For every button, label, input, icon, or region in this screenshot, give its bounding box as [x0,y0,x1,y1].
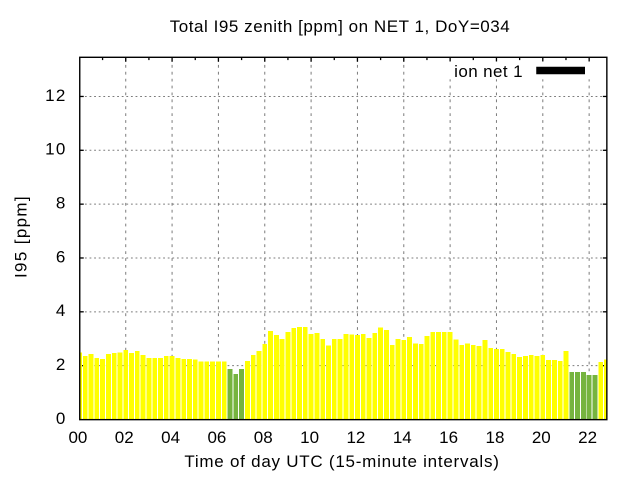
svg-text:ion net 1: ion net 1 [454,62,523,81]
svg-text:I95 [ppm]: I95 [ppm] [12,195,31,278]
svg-text:14: 14 [393,428,412,447]
svg-text:06: 06 [207,428,226,447]
svg-text:0: 0 [56,409,67,428]
svg-text:08: 08 [254,428,273,447]
svg-text:22: 22 [578,428,597,447]
svg-text:10: 10 [300,428,319,447]
svg-text:16: 16 [439,428,458,447]
svg-text:10: 10 [45,140,67,159]
svg-text:2: 2 [56,355,67,374]
svg-text:00: 00 [68,428,87,447]
svg-text:12: 12 [346,428,365,447]
svg-text:04: 04 [161,428,180,447]
svg-text:8: 8 [56,193,67,212]
svg-text:Total I95 zenith [ppm] on NET: Total I95 zenith [ppm] on NET 1, DoY=034 [170,17,511,36]
svg-text:20: 20 [532,428,551,447]
svg-text:12: 12 [45,86,67,105]
svg-text:4: 4 [56,301,67,320]
svg-text:02: 02 [115,428,134,447]
svg-text:18: 18 [485,428,504,447]
svg-text:6: 6 [56,247,67,266]
svg-text:Time of day UTC (15-minute int: Time of day UTC (15-minute intervals) [184,452,499,471]
